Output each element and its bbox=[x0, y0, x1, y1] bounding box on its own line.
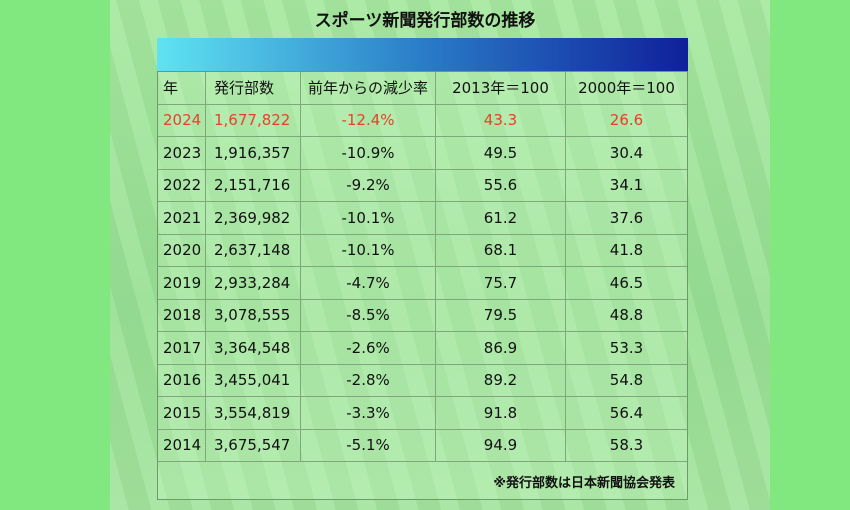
data-row: 2022 2,151,716 -9.2% 55.6 34.1 bbox=[158, 169, 687, 202]
table-cell: -10.1% bbox=[301, 234, 436, 266]
data-row: 2015 3,554,819 -3.3% 91.8 56.4 bbox=[158, 397, 687, 430]
table-cell: -12.4% bbox=[301, 104, 436, 136]
table-cell: 46.5 bbox=[609, 273, 644, 292]
table-cell: -10.1% bbox=[301, 202, 436, 234]
table-cell: 1,677,822 bbox=[206, 104, 301, 136]
table-cell: 3,455,041 bbox=[206, 364, 301, 396]
table-cell: 89.2 bbox=[436, 364, 566, 396]
table-cell: 2015 bbox=[158, 397, 206, 429]
table-cell: 発行部数 bbox=[206, 72, 301, 104]
table-cell: 2014 bbox=[158, 429, 206, 461]
table-cell: 2013年＝100 bbox=[436, 72, 566, 104]
table: 年発行部数 前年からの減少率 2013年＝100 2000年＝100 2024 1,677… bbox=[157, 71, 688, 500]
title: スポーツ新聞発行部数の推移 bbox=[314, 11, 536, 31]
header-row: 年発行部数 前年からの減少率 2013年＝100 2000年＝100 bbox=[158, 72, 687, 105]
table-cell: 49.5 bbox=[436, 137, 566, 169]
table-cell: 26.6 bbox=[609, 111, 644, 130]
table-cell: 2000年＝100 bbox=[578, 79, 675, 98]
data-row: 2024 1,677,822 -12.4% 43.3 26.6 bbox=[158, 104, 687, 137]
table-cell: 34.1 bbox=[609, 176, 644, 195]
table-cell: 43.3 bbox=[436, 104, 566, 136]
table-cell: 30.4 bbox=[609, 143, 644, 162]
table-cell: 75.7 bbox=[436, 267, 566, 299]
data-row: 2016 3,455,041 -2.8% 89.2 54.8 bbox=[158, 364, 687, 397]
table-cell: 2016 bbox=[158, 364, 206, 396]
table-cell: 53.3 bbox=[609, 338, 644, 357]
data-row: 2019 2,933,284 -4.7% 75.7 46.5 bbox=[158, 267, 687, 300]
table-cell: 2023 bbox=[158, 137, 206, 169]
data-row: 2021 2,369,982 -10.1% 61.2 37.6 bbox=[158, 202, 687, 235]
table-cell: 37.6 bbox=[609, 208, 644, 227]
table-cell: 前年からの減少率 bbox=[301, 72, 436, 104]
table-cell: 94.9 bbox=[436, 429, 566, 461]
table-cell: 48.8 bbox=[609, 306, 644, 325]
table-cell: 2019 bbox=[158, 267, 206, 299]
table-cell: 2,151,716 bbox=[206, 169, 301, 201]
table-cell: 1,916,357 bbox=[206, 137, 301, 169]
background-photo bbox=[110, 0, 770, 510]
table-cell: 91.8 bbox=[436, 397, 566, 429]
table-cell: 2021 bbox=[158, 202, 206, 234]
data-row: 2014 3,675,547 -5.1% 94.9 58.3 bbox=[158, 429, 687, 462]
table-cell: 56.4 bbox=[609, 403, 644, 422]
table-cell: -4.7% bbox=[301, 267, 436, 299]
table-cell: -2.8% bbox=[301, 364, 436, 396]
table-cell: 2,369,982 bbox=[206, 202, 301, 234]
data-row: 2018 3,078,555 -8.5% 79.5 48.8 bbox=[158, 299, 687, 332]
table-cell: 68.1 bbox=[436, 234, 566, 266]
data-row: 2023 1,916,357 -10.9% 49.5 30.4 bbox=[158, 137, 687, 170]
table-cell: 61.2 bbox=[436, 202, 566, 234]
table-cell: -3.3% bbox=[301, 397, 436, 429]
table-cell: 55.6 bbox=[436, 169, 566, 201]
table-cell: 2,933,284 bbox=[206, 267, 301, 299]
header-bar bbox=[157, 38, 688, 71]
table-cell: 86.9 bbox=[436, 332, 566, 364]
table-cell: 2020 bbox=[158, 234, 206, 266]
table-cell: 3,364,548 bbox=[206, 332, 301, 364]
data-row: 2020 2,637,148 -10.1% 68.1 41.8 bbox=[158, 234, 687, 267]
footnote: ※発行部数は日本新聞協会発表 bbox=[493, 476, 675, 491]
table-cell: 79.5 bbox=[436, 299, 566, 331]
table-cell: 2018 bbox=[158, 299, 206, 331]
table-cell: 54.8 bbox=[609, 371, 644, 390]
table-cell: 58.3 bbox=[609, 436, 644, 455]
table-cell: 3,078,555 bbox=[206, 299, 301, 331]
table-cell: -8.5% bbox=[301, 299, 436, 331]
data-row: 2017 3,364,548 -2.6% 86.9 53.3 bbox=[158, 332, 687, 365]
table-cell: -5.1% bbox=[301, 429, 436, 461]
table-cell: -10.9% bbox=[301, 137, 436, 169]
table-cell: -2.6% bbox=[301, 332, 436, 364]
table-cell: 2,637,148 bbox=[206, 234, 301, 266]
table-cell: 3,675,547 bbox=[206, 429, 301, 461]
table-cell: 41.8 bbox=[609, 241, 644, 260]
table-cell: 2022 bbox=[158, 169, 206, 201]
table-cell: 3,554,819 bbox=[206, 397, 301, 429]
table-cell: 2017 bbox=[158, 332, 206, 364]
table-cell: -9.2% bbox=[301, 169, 436, 201]
table-cell: 2024 bbox=[158, 104, 206, 136]
table-cell: 年 bbox=[158, 72, 206, 104]
